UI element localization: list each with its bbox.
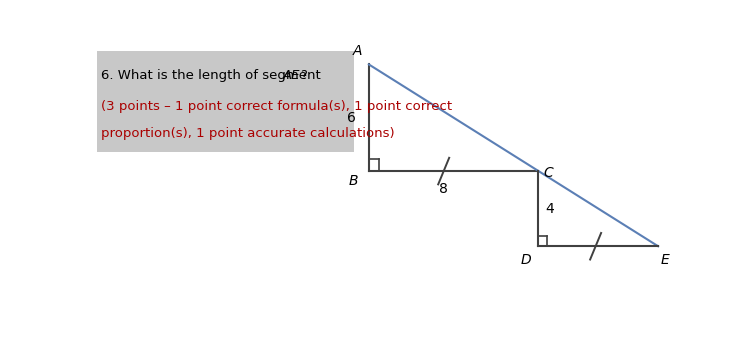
- Text: (3 points – 1 point correct formula(s), 1 point correct: (3 points – 1 point correct formula(s), …: [101, 100, 452, 113]
- Text: 8: 8: [440, 182, 448, 196]
- Text: proportion(s), 1 point accurate calculations): proportion(s), 1 point accurate calculat…: [101, 127, 395, 140]
- Text: 6: 6: [347, 111, 356, 125]
- Text: D: D: [521, 253, 532, 267]
- Text: C: C: [543, 166, 553, 180]
- Text: E: E: [661, 253, 670, 267]
- Text: 4: 4: [545, 202, 554, 216]
- FancyBboxPatch shape: [97, 51, 354, 152]
- Text: B: B: [349, 174, 358, 189]
- Text: AE: AE: [283, 69, 300, 82]
- Text: ?: ?: [300, 69, 307, 82]
- Text: A: A: [352, 44, 362, 58]
- Text: 6. What is the length of segment: 6. What is the length of segment: [101, 69, 325, 82]
